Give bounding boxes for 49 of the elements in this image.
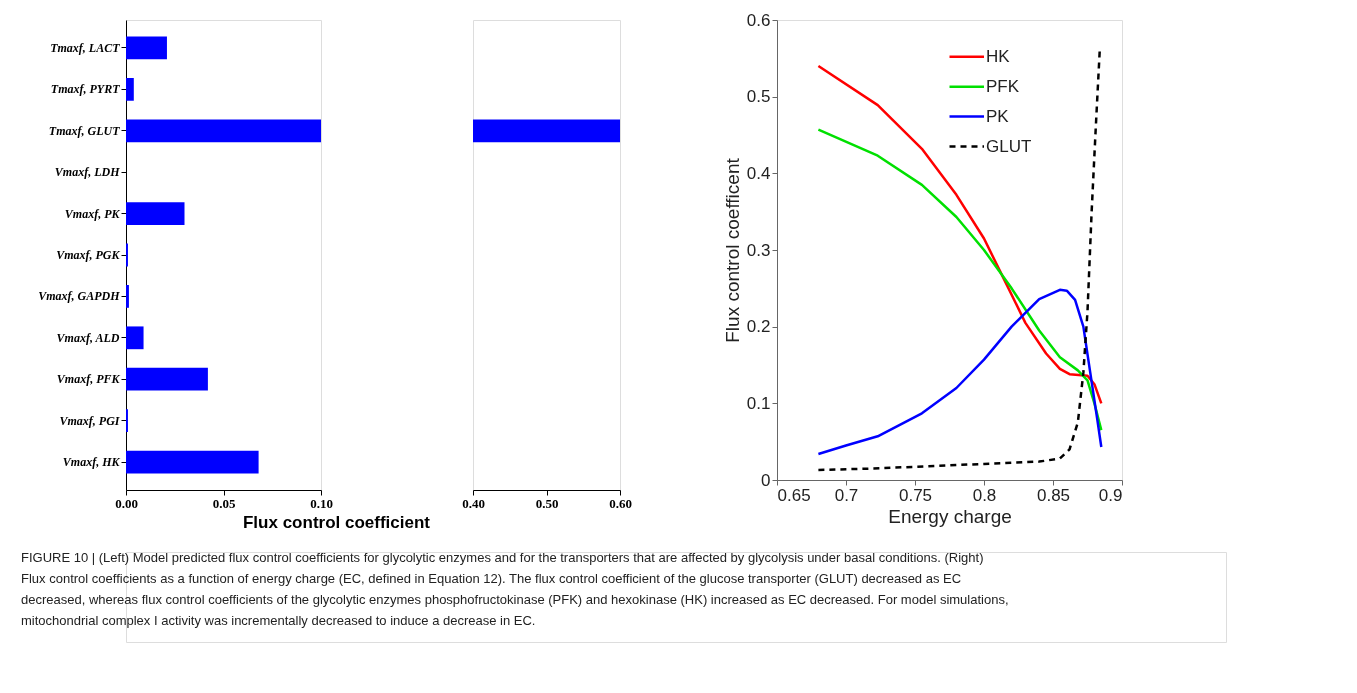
y-tick-label: Vmaxf, PGK <box>56 248 121 262</box>
legend-label: PFK <box>986 76 1020 96</box>
y-tick-label: Vmaxf, ALD <box>56 330 120 345</box>
x-tick-label: 0.50 <box>535 495 559 511</box>
bar <box>126 202 185 225</box>
legend-label: GLUT <box>986 136 1032 156</box>
y-tick-label: Vmaxf, GAPDH <box>38 289 121 304</box>
bar <box>126 119 321 143</box>
line-series <box>817 64 1103 405</box>
x-tick-label: 0.05 <box>212 495 236 511</box>
y-tick-label: 0.1 <box>746 393 771 413</box>
y-tick-label: Tmaxf, LACT <box>50 40 121 55</box>
y-tick-label: 0.5 <box>746 87 771 107</box>
y-tick-label: Vmaxf, PGI <box>59 413 121 428</box>
y-tick-label: Vmaxf, LDH <box>54 165 121 180</box>
y-tick-label: 0.2 <box>746 317 771 337</box>
bar <box>126 285 129 308</box>
line-series <box>817 288 1103 456</box>
y-tick-label: 0.3 <box>746 240 771 260</box>
x-tick-label: 0.00 <box>115 495 138 511</box>
x-tick-label: 0.10 <box>310 495 333 511</box>
y-tick-label: 0.4 <box>746 163 771 183</box>
y-tick-label: 0 <box>761 470 771 490</box>
y-tick-label: Vmaxf, HK <box>62 455 121 470</box>
caption: FIGURE 10 | (Left) Model predicted flux control coefficients for glycolytic enzymes and for the transporters that are affected by glycolysis under basal conditions. (Right) Flux control coefficients as a function of energy charge (EC, defined in Equation 12). The flux control coefficient of the glucose transporter (GLUT) decreased as EC decreased, whereas flux control coefficients of the glycolytic enzymes phosphofructokinase (PFK) and hexokinase (HK) increased as EC decreased. For model simulations, mitochondrial complex I activity was incrementally decreased to induce a decrease in EC. <box>21 550 1009 628</box>
x-tick-label: 0.65 <box>777 485 811 505</box>
x-tick-label: 0.7 <box>834 485 859 505</box>
bar <box>126 36 167 60</box>
y-tick-label: 0.6 <box>746 10 771 30</box>
legend-label: PK <box>986 106 1010 126</box>
y-tick-label: Tmaxf, GLUT <box>48 123 121 138</box>
x-tick-label: 0.9 <box>1098 485 1123 505</box>
x-axis-title: Energy charge <box>888 505 1012 527</box>
y-tick-label: Tmaxf, PYRT <box>50 82 121 97</box>
x-tick-label: 0.60 <box>609 495 632 511</box>
line-series <box>817 128 1103 432</box>
y-tick-label: Vmaxf, PK <box>64 206 121 221</box>
x-axis-title: Flux control coefficient <box>242 512 431 532</box>
bar <box>126 77 134 101</box>
bar <box>126 367 208 391</box>
x-tick-label: 0.40 <box>462 495 485 511</box>
y-tick-label: Vmaxf, PFK <box>56 372 121 387</box>
x-tick-label: 0.75 <box>898 485 933 505</box>
y-axis-title: Flux control coefficent <box>721 157 743 343</box>
x-tick-label: 0.8 <box>972 485 997 505</box>
x-tick-label: 0.85 <box>1036 485 1071 505</box>
legend-label: HK <box>986 46 1011 66</box>
bar <box>126 326 144 350</box>
bar <box>126 450 259 474</box>
